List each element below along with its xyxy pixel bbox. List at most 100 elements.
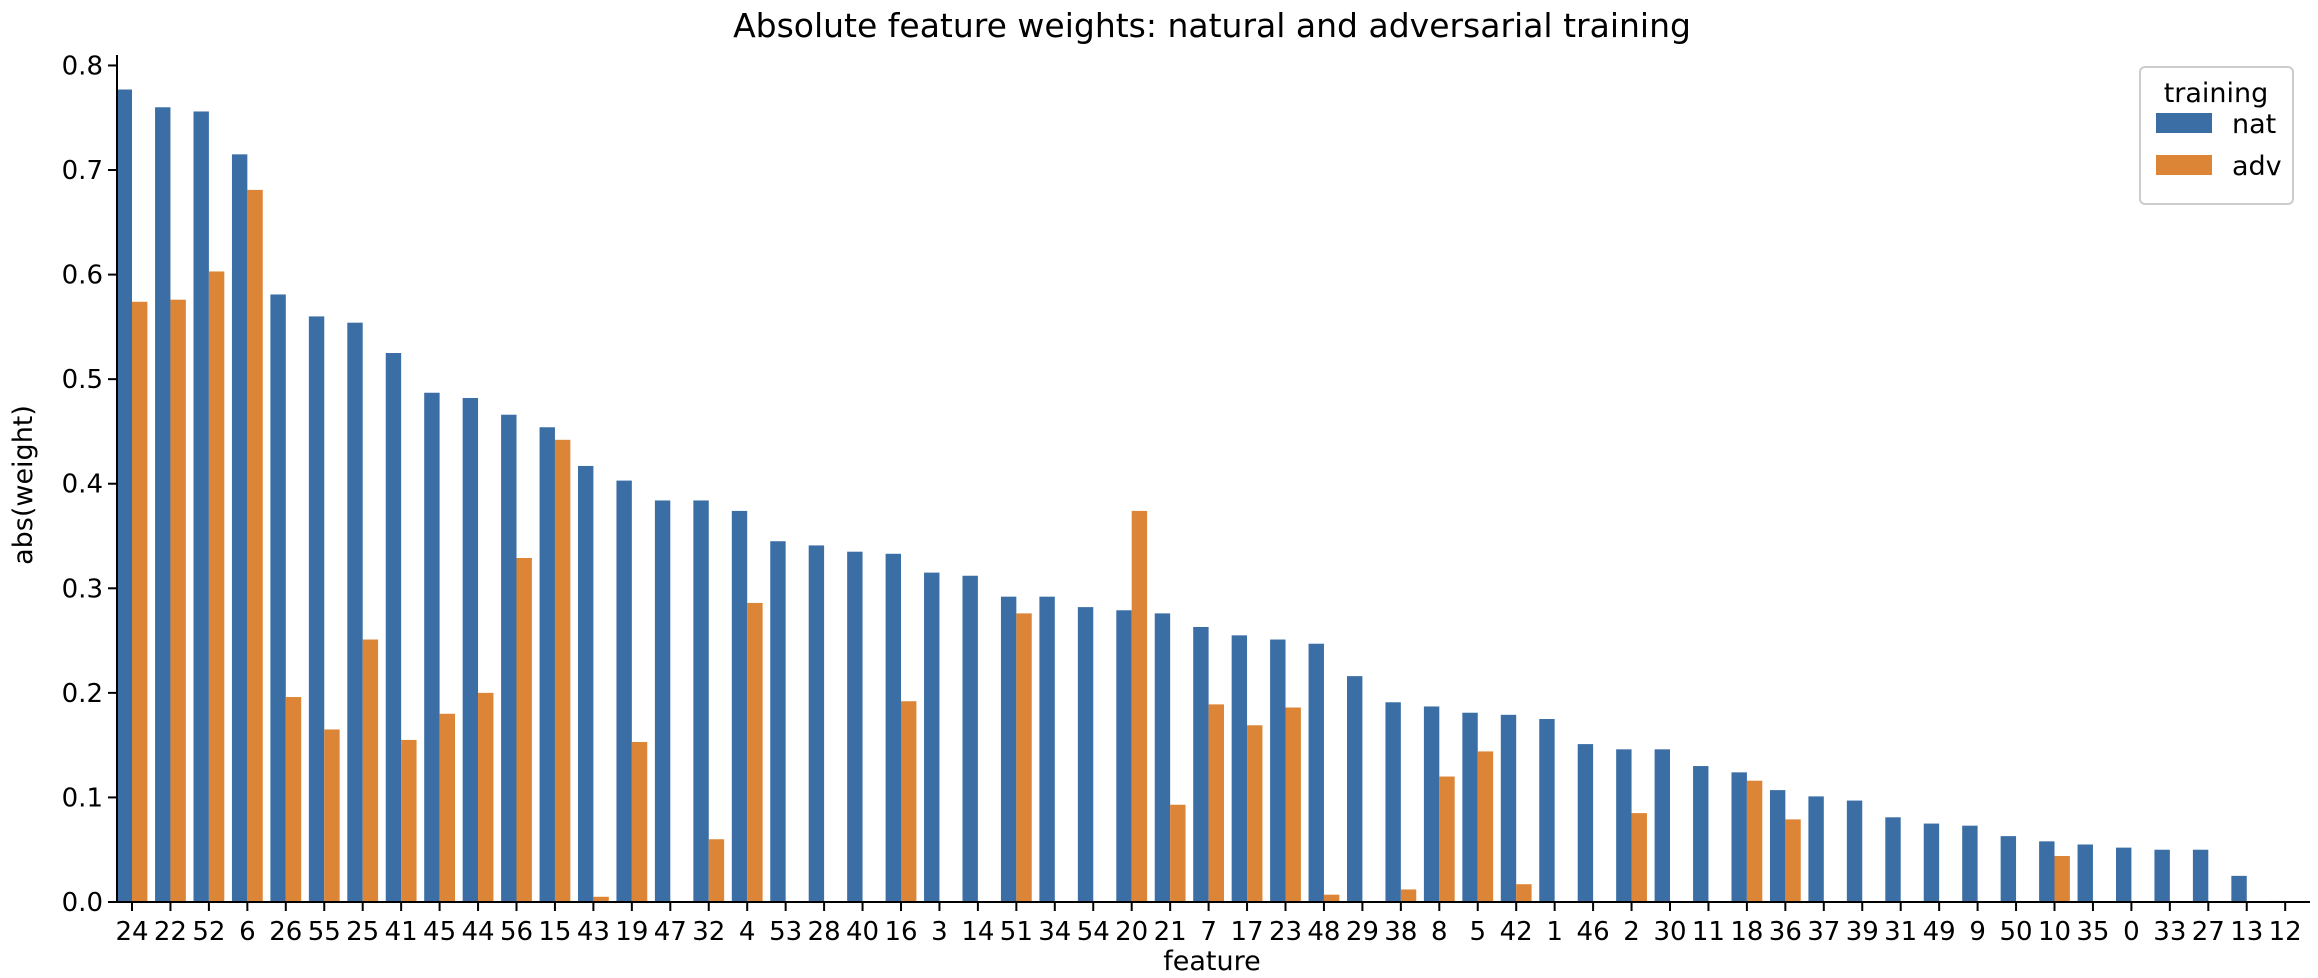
x-axis-label: feature <box>1163 946 1260 977</box>
x-tick-label: 7 <box>1200 917 1217 947</box>
x-tick-label: 9 <box>1969 917 1986 947</box>
bar-nat-21 <box>1154 613 1171 902</box>
x-tick-label: 50 <box>2000 917 2033 947</box>
x-tick-label: 13 <box>2230 917 2263 947</box>
x-tick-label: 36 <box>1769 917 1802 947</box>
y-tick-label: 0.8 <box>62 51 103 81</box>
bar-adv-23 <box>1285 707 1301 902</box>
bar-adv-21 <box>1170 804 1186 902</box>
x-tick-label: 12 <box>2269 917 2302 947</box>
bar-adv-56 <box>516 557 532 902</box>
bar-nat-44 <box>462 397 479 902</box>
bar-adv-17 <box>1247 725 1263 902</box>
bar-nat-51 <box>1000 596 1017 902</box>
x-tick-label: 31 <box>1884 917 1917 947</box>
x-tick-label: 32 <box>692 917 725 947</box>
bar-adv-2 <box>1631 813 1647 902</box>
chart-title: Absolute feature weights: natural and ad… <box>733 6 1691 45</box>
bar-adv-4 <box>747 602 763 902</box>
bar-nat-4 <box>731 510 748 902</box>
bar-nat-36 <box>1769 790 1786 902</box>
bar-nat-31 <box>1885 817 1901 902</box>
bar-adv-55 <box>324 729 340 902</box>
bar-nat-10 <box>2039 841 2055 902</box>
bar-nat-26 <box>270 294 286 903</box>
x-tick-label: 55 <box>308 917 341 947</box>
bar-adv-42 <box>1516 884 1532 902</box>
x-tick-label: 22 <box>154 917 187 947</box>
x-tick-label: 10 <box>2038 917 2071 947</box>
x-tick-label: 53 <box>769 917 802 947</box>
x-tick-label: 28 <box>808 917 841 947</box>
bar-adv-6 <box>247 189 263 902</box>
x-tick-label: 35 <box>2076 917 2109 947</box>
bar-nat-22 <box>155 107 171 902</box>
bar-nat-48 <box>1308 643 1324 902</box>
x-tick-label: 37 <box>1807 917 1840 947</box>
x-axis: 24 22 52 6 26 55 25 41 45 44 56 15 43 19 47 32 4 53 28 40 16… <box>115 901 2310 947</box>
x-tick-label: 46 <box>1577 917 1610 947</box>
y-tick-label: 0.6 <box>62 261 103 291</box>
x-tick-label: 0 <box>2123 917 2140 947</box>
bar-nat-14 <box>962 575 978 902</box>
bar-nat-25 <box>347 322 363 902</box>
bar-nat-19 <box>616 480 632 902</box>
bar-nat-39 <box>1846 800 1863 902</box>
x-tick-label: 6 <box>239 917 256 947</box>
x-tick-label: 26 <box>269 917 302 947</box>
bar-nat-7 <box>1193 626 1209 902</box>
bar-adv-32 <box>708 839 725 902</box>
bar-nat-55 <box>308 316 325 902</box>
bar-nat-43 <box>578 465 594 902</box>
bar-adv-25 <box>362 639 379 902</box>
bar-adv-36 <box>1785 819 1801 902</box>
bar-nat-3 <box>924 572 940 902</box>
x-tick-label: 18 <box>1730 917 1763 947</box>
plot-area <box>116 89 2286 903</box>
y-tick-label: 0.7 <box>62 156 103 186</box>
x-tick-label: 4 <box>739 917 756 947</box>
bar-nat-5 <box>1462 712 1478 902</box>
bar-nat-32 <box>693 500 709 902</box>
x-tick-label: 47 <box>654 917 687 947</box>
bar-nat-35 <box>2077 844 2093 902</box>
x-tick-label: 2 <box>1623 917 1640 947</box>
bar-adv-10 <box>2054 855 2070 902</box>
legend: training nat adv <box>2139 66 2294 205</box>
legend-label-nat: nat <box>2232 109 2276 140</box>
bar-nat-40 <box>847 551 863 902</box>
y-tick-label: 0.5 <box>62 365 103 395</box>
x-tick-label: 34 <box>1038 917 1071 947</box>
legend-label-adv: adv <box>2232 151 2282 182</box>
bar-nat-29 <box>1347 676 1363 902</box>
bar-nat-15 <box>539 427 555 902</box>
bar-nat-23 <box>1270 639 1286 902</box>
x-tick-label: 56 <box>500 917 533 947</box>
bar-nat-8 <box>1423 706 1440 902</box>
bar-adv-38 <box>1400 889 1417 902</box>
x-tick-label: 54 <box>1077 917 1110 947</box>
x-tick-label: 44 <box>462 917 495 947</box>
x-tick-label: 3 <box>931 917 948 947</box>
x-tick-label: 39 <box>1846 917 1879 947</box>
bar-adv-44 <box>478 692 494 902</box>
bar-nat-13 <box>2231 875 2247 902</box>
bar-nat-47 <box>654 500 671 902</box>
x-tick-label: 41 <box>385 917 418 947</box>
x-tick-label: 52 <box>192 917 225 947</box>
bar-adv-43 <box>593 896 609 902</box>
bar-adv-41 <box>401 739 417 902</box>
bar-nat-1 <box>1539 719 1555 902</box>
x-tick-label: 14 <box>961 917 994 947</box>
bar-nat-20 <box>1116 610 1132 902</box>
x-tick-label: 5 <box>1469 917 1486 947</box>
x-tick-label: 21 <box>1154 917 1187 947</box>
bar-nat-45 <box>424 392 440 902</box>
x-tick-label: 23 <box>1269 917 1302 947</box>
x-tick-label: 20 <box>1115 917 1148 947</box>
bar-adv-52 <box>208 271 225 903</box>
bar-nat-56 <box>501 414 517 902</box>
x-tick-label: 17 <box>1231 917 1264 947</box>
bar-nat-50 <box>2000 836 2017 902</box>
bar-nat-49 <box>1923 823 1940 902</box>
